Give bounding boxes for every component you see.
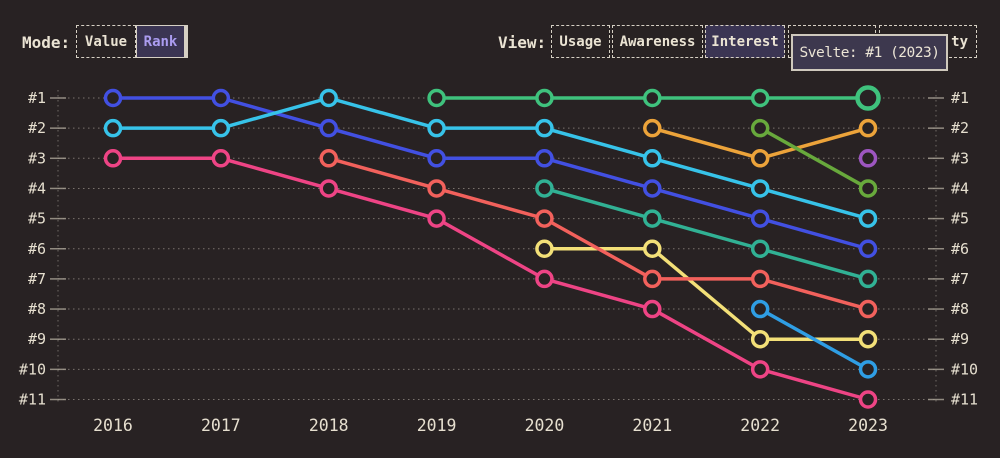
cyan-point-2021[interactable] bbox=[643, 149, 662, 168]
year-label-2022: 2022 bbox=[740, 416, 780, 435]
salmon-point-2022[interactable] bbox=[750, 269, 770, 289]
rank-label-left-#10: #10 bbox=[19, 360, 46, 378]
tooltip: Svelte: #1 (2023) bbox=[791, 34, 948, 71]
teal-line bbox=[543, 186, 869, 281]
view-option-usage[interactable]: Usage bbox=[551, 25, 610, 58]
year-label-2019: 2019 bbox=[417, 416, 457, 435]
year-label-2018: 2018 bbox=[309, 416, 349, 435]
pink-point-2022[interactable] bbox=[750, 360, 770, 379]
cyan-line bbox=[113, 96, 869, 221]
rank-label-left-#3: #3 bbox=[28, 149, 46, 167]
indigo-point-2017[interactable] bbox=[211, 88, 231, 108]
yellow-point-2022[interactable] bbox=[750, 329, 770, 349]
pink-point-2016[interactable] bbox=[103, 149, 123, 168]
lime-point-2023[interactable] bbox=[858, 179, 878, 198]
rank-label-left-#5: #5 bbox=[28, 210, 46, 228]
pink-point-2019[interactable] bbox=[427, 209, 446, 228]
year-label-2016: 2016 bbox=[93, 416, 133, 435]
year-label-2017: 2017 bbox=[201, 416, 241, 435]
mode-label: Mode: bbox=[22, 33, 71, 52]
orange-point-2021[interactable] bbox=[643, 118, 662, 138]
svelte-point-2019[interactable] bbox=[427, 88, 446, 108]
purple-point-2023[interactable] bbox=[858, 149, 878, 168]
rank-label-left-#7: #7 bbox=[28, 270, 46, 288]
rank-label-right-#1: #1 bbox=[951, 89, 969, 107]
svelte-point-2023-highlighted[interactable] bbox=[855, 85, 881, 111]
rank-label-left-#2: #2 bbox=[28, 119, 46, 137]
pink-point-2020[interactable] bbox=[535, 269, 554, 289]
teal-point-2022[interactable] bbox=[750, 239, 770, 258]
rank-label-left-#9: #9 bbox=[28, 330, 46, 348]
cyan-point-2022[interactable] bbox=[750, 179, 770, 198]
svelte-point-2022[interactable] bbox=[750, 88, 770, 108]
cyan-point-2016[interactable] bbox=[103, 118, 123, 138]
view-option-awareness[interactable]: Awareness bbox=[612, 25, 703, 58]
year-label-2023: 2023 bbox=[848, 416, 888, 435]
rank-label-left-#8: #8 bbox=[28, 300, 46, 318]
view-option-interest[interactable]: Interest bbox=[705, 25, 785, 58]
rank-label-right-#10: #10 bbox=[951, 360, 978, 378]
rank-label-right-#4: #4 bbox=[951, 179, 969, 197]
mode-option-value[interactable]: Value bbox=[76, 25, 136, 58]
orange-point-2022[interactable] bbox=[750, 149, 770, 168]
cyan-point-2023[interactable] bbox=[858, 209, 878, 228]
lime-line bbox=[759, 126, 869, 190]
orange-point-2023[interactable] bbox=[858, 118, 878, 138]
year-label-2021: 2021 bbox=[632, 416, 672, 435]
salmon-point-2019[interactable] bbox=[427, 179, 446, 198]
azure-line bbox=[759, 307, 869, 371]
rank-label-left-#11: #11 bbox=[19, 391, 46, 409]
pink-point-2017[interactable] bbox=[211, 149, 231, 168]
pink-point-2021[interactable] bbox=[643, 299, 662, 319]
rank-label-left-#1: #1 bbox=[28, 89, 46, 107]
rank-label-right-#2: #2 bbox=[951, 119, 969, 137]
salmon-point-2020[interactable] bbox=[535, 209, 554, 228]
svelte-point-2020[interactable] bbox=[535, 88, 554, 108]
tooltip-text: Svelte: #1 (2023) bbox=[799, 44, 940, 61]
lime-point-2022[interactable] bbox=[750, 118, 770, 138]
salmon-line bbox=[328, 156, 869, 311]
rank-label-right-#7: #7 bbox=[951, 270, 969, 288]
mode-option-rank[interactable]: Rank bbox=[136, 25, 188, 58]
salmon-point-2018[interactable] bbox=[319, 149, 338, 168]
indigo-point-2019[interactable] bbox=[427, 149, 446, 168]
indigo-line bbox=[113, 96, 869, 251]
indigo-point-2023[interactable] bbox=[858, 239, 878, 258]
teal-point-2021[interactable] bbox=[643, 209, 662, 228]
cyan-point-2017[interactable] bbox=[211, 118, 231, 138]
indigo-point-2018[interactable] bbox=[319, 118, 338, 138]
yellow-point-2023[interactable] bbox=[858, 329, 878, 349]
teal-point-2023[interactable] bbox=[858, 269, 878, 289]
yellow-point-2020[interactable] bbox=[535, 239, 554, 258]
rank-label-right-#6: #6 bbox=[951, 240, 969, 258]
year-label-2020: 2020 bbox=[525, 416, 565, 435]
indigo-point-2021[interactable] bbox=[643, 179, 662, 198]
indigo-point-2022[interactable] bbox=[750, 209, 770, 228]
rank-label-right-#8: #8 bbox=[951, 300, 969, 318]
view-label: View: bbox=[498, 33, 547, 52]
pink-point-2018[interactable] bbox=[319, 179, 338, 198]
teal-point-2020[interactable] bbox=[535, 179, 554, 198]
salmon-point-2023[interactable] bbox=[858, 299, 878, 319]
rank-label-right-#9: #9 bbox=[951, 330, 969, 348]
rank-label-right-#11: #11 bbox=[951, 391, 978, 409]
pink-point-2023[interactable] bbox=[858, 390, 878, 409]
cyan-point-2018[interactable] bbox=[319, 88, 338, 108]
indigo-point-2020[interactable] bbox=[535, 149, 554, 168]
rank-label-right-#3: #3 bbox=[951, 149, 969, 167]
cyan-point-2020[interactable] bbox=[535, 118, 554, 138]
pink-line bbox=[113, 156, 869, 402]
rank-label-right-#5: #5 bbox=[951, 210, 969, 228]
azure-point-2023[interactable] bbox=[858, 360, 878, 379]
cyan-point-2019[interactable] bbox=[427, 118, 446, 138]
svelte-point-2021[interactable] bbox=[643, 88, 662, 108]
salmon-point-2021[interactable] bbox=[643, 269, 662, 289]
azure-point-2022[interactable] bbox=[750, 299, 770, 319]
yellow-point-2021[interactable] bbox=[643, 239, 662, 258]
indigo-point-2016[interactable] bbox=[103, 88, 123, 108]
rank-label-left-#6: #6 bbox=[28, 240, 46, 258]
rank-label-left-#4: #4 bbox=[28, 179, 46, 197]
